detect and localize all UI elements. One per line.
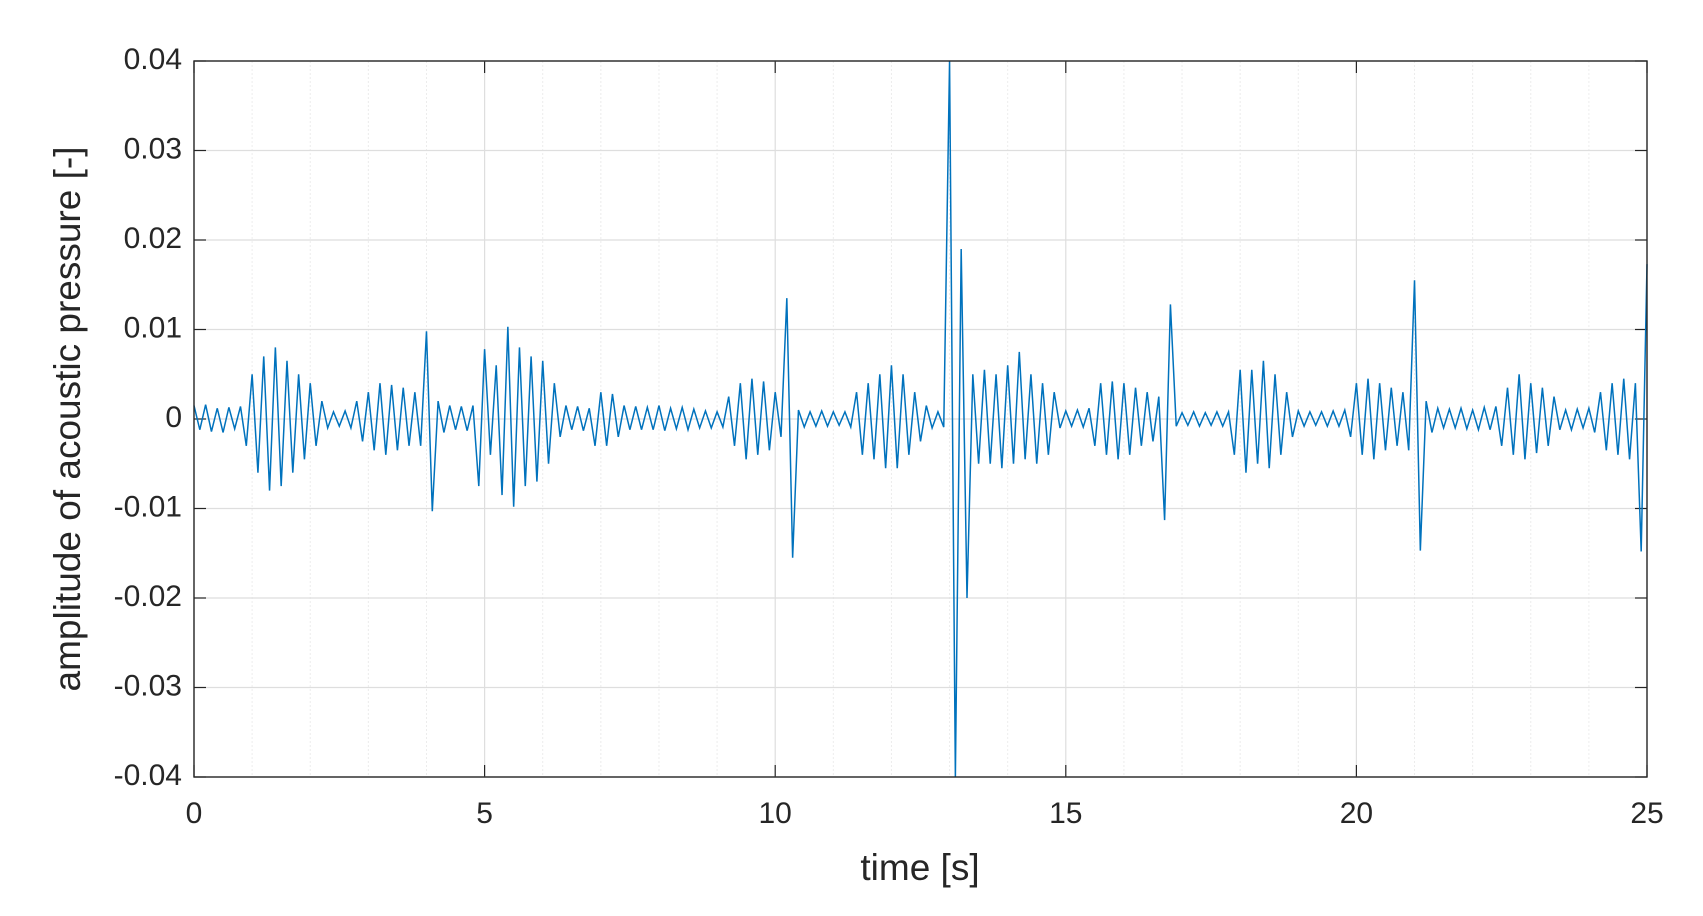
y-tick-label: -0.01 (114, 490, 182, 523)
y-tick-label: 0.03 (124, 132, 182, 165)
y-tick-label: 0.04 (124, 43, 182, 76)
x-tick-label: 0 (186, 797, 203, 830)
waveform-line (193, 60, 1648, 778)
y-tick-label: -0.04 (114, 759, 182, 792)
y-tick-label: -0.03 (114, 669, 182, 702)
x-tick-label: 5 (476, 797, 493, 830)
x-tick-label: 10 (759, 797, 792, 830)
y-axis-label: amplitude of acoustic pressure [-] (47, 147, 88, 692)
x-tick-label: 25 (1630, 797, 1663, 830)
y-tick-label: 0.02 (124, 222, 182, 255)
x-tick-label: 15 (1049, 797, 1082, 830)
x-axis-label: time [s] (860, 847, 979, 888)
plot-frame (193, 60, 1648, 778)
y-tick-label: 0.01 (124, 311, 182, 344)
y-tick-label: 0 (165, 401, 182, 434)
y-tick-label: -0.02 (114, 580, 182, 613)
x-tick-label: 20 (1340, 797, 1373, 830)
